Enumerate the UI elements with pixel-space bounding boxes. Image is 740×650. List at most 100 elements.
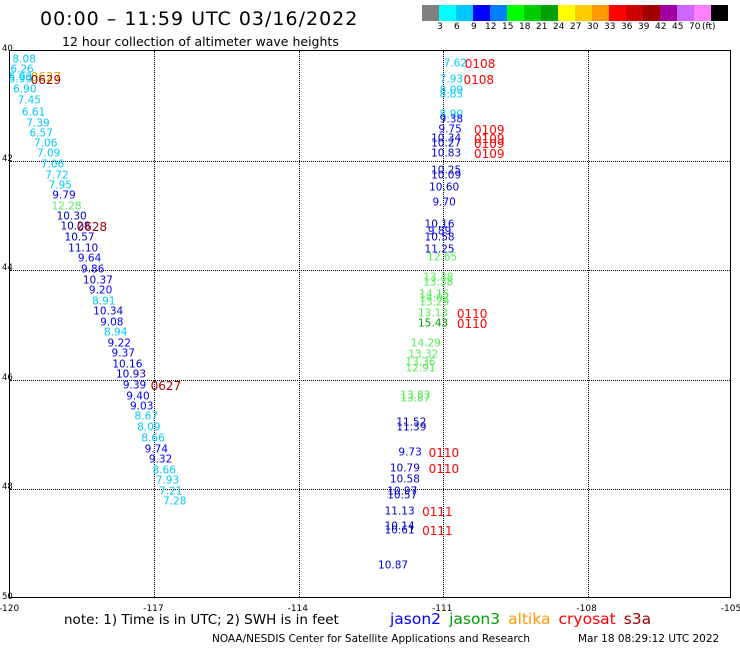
footer-note: note: 1) Time is in UTC; 2) SWH is in fe…: [64, 612, 339, 628]
wave-height-value: 10.87: [378, 559, 409, 572]
pass-time-label: 0111: [422, 504, 453, 519]
wave-height-value: 11.13: [384, 505, 415, 518]
wave-height-value: 10.14: [384, 520, 415, 533]
legend-swatch: [541, 5, 558, 21]
wave-height-value: 9.22: [107, 337, 131, 350]
wave-height-value: 8.08: [12, 53, 36, 66]
wave-height-value: 7.95: [48, 179, 72, 192]
wave-height-value: 5.99: [8, 73, 33, 86]
legend-swatch: [592, 5, 609, 21]
parallel-gridline: [10, 489, 730, 491]
wave-height-value: 9.39: [122, 379, 147, 392]
wave-height-value: 10.58: [424, 231, 455, 244]
wave-height-value: 7.93: [155, 474, 180, 487]
legend-swatch: [439, 5, 456, 21]
legend-tick-label: 36: [621, 22, 633, 32]
wave-height-value: 7.39: [26, 117, 50, 130]
wave-height-value: 5.93: [8, 71, 33, 84]
wave-height-value: 7.06: [34, 137, 58, 150]
wave-height-value: 8.66: [152, 464, 176, 477]
wave-height-value: 8.91: [92, 295, 116, 308]
legend-swatch: [473, 5, 490, 21]
legend-tick-label: 45: [672, 22, 684, 32]
wave-height-value: 11.52: [396, 416, 427, 429]
wave-height-value: 6.57: [29, 127, 53, 140]
pass-time-label: 0627: [150, 378, 182, 393]
legend-swatch: [660, 5, 677, 21]
legend-swatch: [677, 5, 694, 21]
meridian-gridline: [443, 51, 445, 597]
wave-height-value: 7.09: [36, 147, 61, 160]
wave-height-value: 10.37: [82, 274, 113, 287]
color-scale-labels: 3 6 9 12 15 18 21 24 27 30 33 36 39 42 45 70 (ft): [422, 22, 740, 34]
parallel-gridline: [10, 160, 730, 162]
wave-height-value: 10.27: [431, 137, 462, 150]
wave-height-value: 10.83: [431, 147, 462, 160]
legend-swatch: [711, 5, 728, 21]
pass-time-label: 0110: [428, 461, 460, 476]
wave-height-value: 7.45: [17, 94, 41, 107]
wave-height-value: 8.09: [137, 421, 161, 434]
legend-swatch: [694, 5, 711, 21]
meridian-gridline: [587, 51, 589, 597]
wave-height-value: 13.83: [400, 389, 431, 402]
pass-time-label: 0627: [30, 70, 62, 85]
wave-height-value: 8.09: [439, 84, 464, 97]
wave-height-value: 7.62: [443, 57, 468, 70]
lon-tick-label: -111: [431, 604, 453, 614]
wave-height-value: 10.09: [431, 169, 462, 182]
wave-height-value: 11.10: [68, 242, 99, 255]
wave-height-value: 6.26: [10, 63, 34, 76]
wave-height-value: 8.94: [104, 326, 128, 339]
legend-tick-label: 27: [570, 22, 582, 32]
satellite-altika-label: altika: [508, 610, 551, 628]
wave-height-value: 8.66: [141, 432, 165, 445]
credit-line: NOAA/NESDIS Center for Satellite Applica…: [212, 633, 530, 645]
wave-height-value: 10.61: [384, 524, 415, 537]
wave-height-value: 10.30: [56, 210, 87, 223]
legend-tick-label: 42: [655, 22, 667, 32]
wave-height-value: 13.38: [423, 276, 454, 289]
generation-timestamp: Mar 18 08:29:12 UTC 2022: [578, 633, 720, 645]
page-subtitle: 12 hour collection of altimeter wave hei…: [62, 34, 339, 49]
wave-height-value: 9.79: [52, 189, 76, 202]
page-title: 00:00 – 11:59 UTC 03/16/2022: [40, 8, 359, 30]
legend-swatch: [490, 5, 507, 21]
wave-height-value: 7.28: [163, 495, 187, 508]
lat-tick-label: 44: [2, 263, 13, 274]
pass-time-label: 0109: [473, 146, 505, 161]
wave-height-value: 9.20: [88, 284, 113, 297]
wave-height-value: 11.25: [424, 243, 455, 256]
wave-height-value: 10.25: [431, 164, 462, 177]
wave-height-value: 8.67: [134, 410, 158, 423]
wave-height-value: 9.37: [111, 347, 135, 360]
wave-height-value: 9.70: [432, 196, 456, 209]
wave-height-value: 9.08: [100, 316, 124, 329]
legend-tick-label: 18: [519, 22, 531, 32]
satellite-s3a-label: s3a: [623, 610, 652, 628]
lon-tick-label: -105: [720, 604, 740, 614]
legend-tick-label: 15: [502, 22, 514, 32]
pass-time-label: 0109: [473, 136, 505, 151]
wave-height-value: 10.34: [431, 132, 462, 145]
wave-height-value: 10.58: [389, 473, 420, 486]
legend-swatch: [609, 5, 626, 21]
legend-tick-label: 30: [587, 22, 599, 32]
parallel-gridline: [10, 379, 730, 381]
wave-height-value: 12.91: [405, 362, 436, 375]
lon-tick-label: -114: [287, 604, 309, 614]
wave-height-value: 9.03: [129, 400, 154, 413]
lat-tick-label: 48: [2, 482, 13, 493]
wave-height-value: 14.02: [419, 292, 450, 305]
legend-tick-label: 39: [638, 22, 650, 32]
satellite-jason3-label: jason3: [449, 610, 501, 628]
wave-height-value: 8.85: [439, 88, 464, 101]
wave-height-value: 10.57: [387, 489, 418, 502]
wave-height-value: 9.32: [148, 453, 173, 466]
wave-height-value: 13.87: [400, 392, 431, 405]
wave-height-value: 10.60: [429, 181, 460, 194]
wave-height-value: 9.75: [438, 123, 462, 136]
wave-height-map: 8.08 6.26 5.93 5.99 6.90 7.45 6.61 7.39 6.57 7.06…: [9, 50, 731, 598]
wave-height-value: 10.34: [93, 305, 124, 318]
pass-time-label: 0629: [30, 73, 62, 88]
